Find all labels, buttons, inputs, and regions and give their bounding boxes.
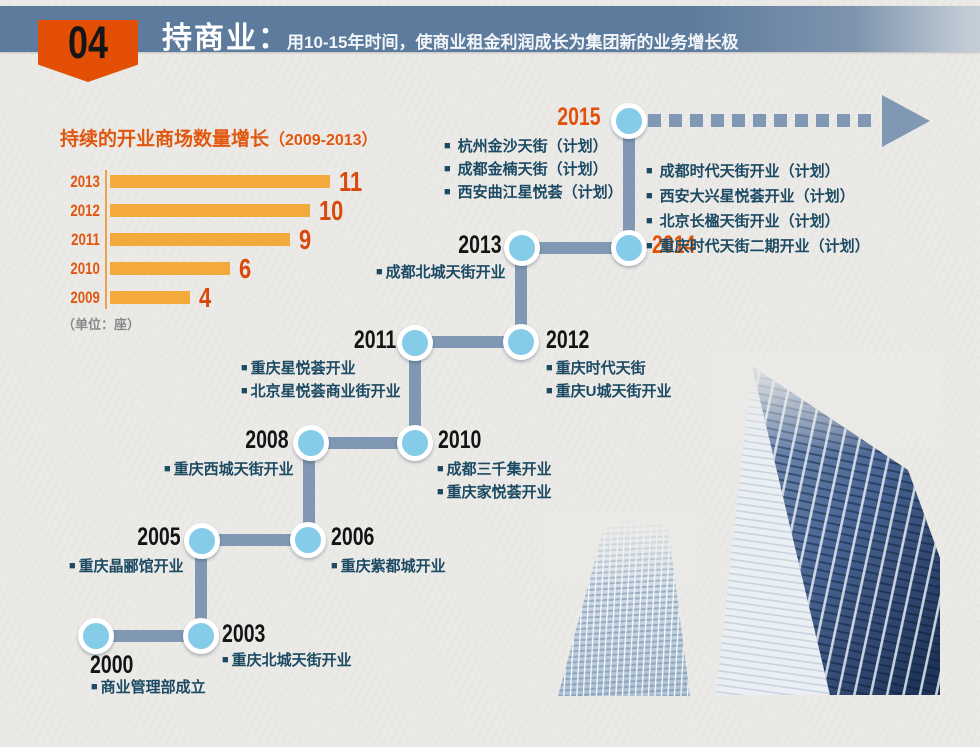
chart-bar — [110, 204, 310, 217]
chart-value: 6 — [239, 252, 252, 284]
timeline-connector — [311, 437, 415, 449]
chart-row: 2012 10 — [60, 196, 378, 225]
timeline-node-2003 — [183, 618, 219, 654]
year-label-2011: 2011 — [353, 326, 396, 354]
chart-axis — [105, 170, 107, 309]
milestone-events-2011: 重庆星悦荟开业北京星悦荟商业街开业 — [241, 358, 401, 404]
year-label-2000: 2000 — [90, 651, 134, 679]
event-item: 重庆晶郦馆开业 — [69, 556, 184, 579]
year-label-2015: 2015 — [557, 103, 601, 131]
milestone-events-2003: 重庆北城天街开业 — [222, 650, 352, 673]
chart-bar — [110, 262, 230, 275]
event-item: 重庆家悦荟开业 — [437, 482, 552, 505]
milestone-events-2012: 重庆时代天街重庆U城天街开业 — [546, 358, 672, 404]
chart-value: 11 — [339, 165, 363, 197]
milestone-events-2005: 重庆晶郦馆开业 — [69, 556, 184, 579]
milestone-events-2000: 商业管理部成立 — [91, 677, 206, 700]
arrow-right-icon — [882, 95, 930, 147]
milestone-events-2014: 成都时代天街开业（计划）西安大兴星悦荟开业（计划）北京长楹天街开业（计划）重庆时… — [646, 160, 870, 260]
timeline-node-2006 — [290, 522, 326, 558]
year-label-2006: 2006 — [331, 523, 375, 551]
chart-rows: 2013 11 2012 10 2011 9 2010 6 2009 4 — [60, 167, 378, 312]
chart-category-label: 2013 — [70, 171, 100, 191]
event-item: 杭州金沙天街（计划） — [444, 136, 623, 159]
skyscraper-photo-large — [712, 358, 940, 695]
chart-title-range: （2009-2013） — [269, 132, 378, 149]
timeline-connector — [515, 248, 527, 342]
event-item: 商业管理部成立 — [91, 677, 206, 700]
event-item: 重庆紫都城开业 — [331, 556, 446, 579]
milestone-events-2015: 杭州金沙天街（计划）成都金楠天街（计划）西安曲江星悦荟（计划） — [444, 136, 623, 205]
event-item: 重庆U城天街开业 — [546, 381, 672, 404]
event-item: 成都金楠天街（计划） — [444, 159, 623, 182]
timeline-connector — [96, 630, 201, 642]
chart-row: 2011 9 — [60, 225, 378, 254]
chart-value: 9 — [299, 223, 312, 255]
timeline-dashed-line — [648, 114, 876, 127]
timeline-node-2008 — [293, 425, 329, 461]
timeline-connector — [623, 121, 635, 248]
year-label-2003: 2003 — [222, 620, 266, 648]
chart-row: 2010 6 — [60, 254, 378, 283]
event-item: 重庆时代天街 — [546, 358, 672, 381]
chart-value: 4 — [199, 281, 212, 313]
event-item: 西安大兴星悦荟开业（计划） — [646, 185, 870, 210]
chapter-badge: 04 — [38, 20, 138, 82]
year-label-2008: 2008 — [245, 426, 289, 454]
chart-bar — [110, 291, 190, 304]
timeline-node-2012 — [503, 324, 539, 360]
event-item: 重庆时代天街二期开业（计划） — [646, 235, 870, 260]
timeline-node-2013 — [504, 230, 540, 266]
year-label-2013: 2013 — [458, 231, 502, 259]
timeline-node-2011 — [397, 325, 433, 361]
chart-row: 2009 4 — [60, 283, 378, 312]
timeline-node-2014 — [611, 230, 647, 266]
timeline-node-2015 — [611, 103, 647, 139]
chart-title-text: 持续的开业商场数量增长 — [60, 129, 270, 150]
skyscraper-photo-small — [548, 516, 696, 696]
chart-unit-note: （单位：座） — [62, 317, 141, 332]
milestone-events-2008: 重庆西城天街开业 — [164, 459, 294, 482]
timeline-node-2010 — [397, 425, 433, 461]
year-label-2005: 2005 — [137, 523, 181, 551]
chart-title: 持续的开业商场数量增长（2009-2013） — [60, 124, 378, 151]
timeline-connector — [195, 541, 207, 636]
timeline-node-2000 — [78, 618, 114, 654]
event-item: 西安曲江星悦荟（计划） — [444, 182, 623, 205]
bar-chart: 持续的开业商场数量增长（2009-2013） 2013 11 2012 10 2011 9… — [60, 124, 378, 312]
timeline-node-2005 — [184, 523, 220, 559]
year-label-2012: 2012 — [546, 326, 590, 354]
event-item: 重庆星悦荟开业 — [241, 358, 401, 381]
timeline-connector — [522, 242, 629, 254]
event-item: 成都北城天街开业 — [376, 262, 506, 285]
milestone-events-2006: 重庆紫都城开业 — [331, 556, 446, 579]
event-item: 重庆北城天街开业 — [222, 650, 352, 673]
timeline-connector — [415, 336, 521, 348]
event-item: 成都三千集开业 — [437, 459, 552, 482]
chart-category-label: 2012 — [70, 200, 100, 220]
chart-category-label: 2010 — [70, 258, 100, 278]
chart-bar — [110, 175, 330, 188]
section-subtitle: 用10-15年时间，使商业租金利润成长为集团新的业务增长极 — [287, 33, 739, 52]
chart-category-label: 2011 — [71, 229, 100, 249]
chapter-number: 04 — [67, 17, 109, 68]
chart-row: 2013 11 — [60, 167, 378, 196]
event-item: 北京长楹天街开业（计划） — [646, 210, 870, 235]
year-label-2010: 2010 — [438, 426, 482, 454]
header-bar — [0, 6, 980, 52]
timeline-connector — [202, 534, 308, 546]
event-item: 重庆西城天街开业 — [164, 459, 294, 482]
chart-bar — [110, 233, 290, 246]
milestone-events-2013: 成都北城天街开业 — [376, 262, 506, 285]
event-item: 成都时代天街开业（计划） — [646, 160, 870, 185]
timeline-connector — [409, 343, 421, 443]
section-title: 持商业： — [162, 22, 290, 55]
timeline-connector — [303, 443, 315, 540]
chart-value: 10 — [319, 194, 344, 226]
chart-category-label: 2009 — [70, 287, 100, 307]
milestone-events-2010: 成都三千集开业重庆家悦荟开业 — [437, 459, 552, 505]
event-item: 北京星悦荟商业街开业 — [241, 381, 401, 404]
